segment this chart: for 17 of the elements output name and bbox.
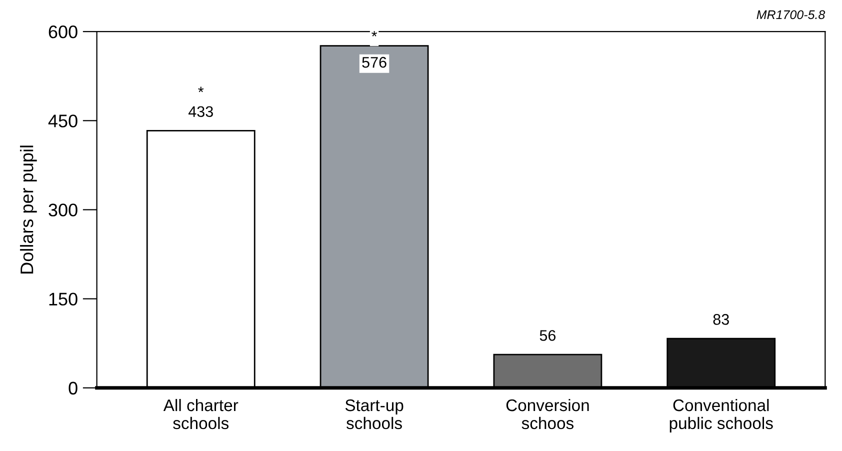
data-label: 433: [188, 106, 213, 118]
y-tick-label: 450: [48, 114, 78, 128]
x-tick-label: All charter schools: [163, 398, 238, 430]
data-label: 56: [540, 330, 556, 341]
data-label: 83: [713, 314, 729, 325]
y-tick-label: 0: [68, 382, 78, 395]
annotation: *: [198, 86, 204, 92]
y-tick-label: 300: [48, 204, 78, 216]
annotation: *: [372, 31, 378, 36]
x-tick-label: Conversion schoos: [506, 398, 589, 430]
text: MR1700-5.8: [756, 10, 826, 20]
data-label: 576: [362, 56, 386, 68]
y-tick-label: 600: [48, 26, 78, 38]
x-tick-label: Start-up schools: [345, 399, 404, 430]
y-tick-label: 150: [49, 292, 78, 306]
x-tick-label: Conventional public schools: [670, 398, 773, 432]
y-axis-title: Dollars per pupil: [20, 146, 37, 274]
